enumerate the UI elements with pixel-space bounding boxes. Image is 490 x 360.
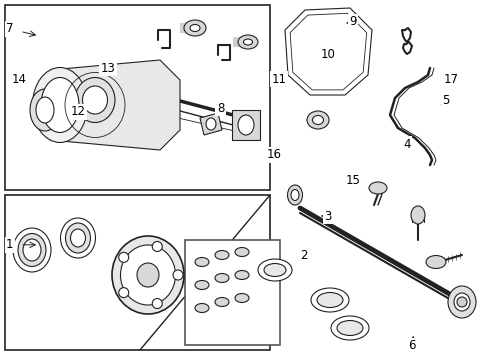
Ellipse shape xyxy=(426,256,446,269)
Polygon shape xyxy=(285,8,372,95)
Ellipse shape xyxy=(66,223,91,253)
Text: 10: 10 xyxy=(321,48,336,60)
Text: 14: 14 xyxy=(12,73,27,86)
Polygon shape xyxy=(50,60,180,150)
Ellipse shape xyxy=(288,185,302,205)
Text: 2: 2 xyxy=(300,249,308,262)
Ellipse shape xyxy=(190,24,200,31)
Ellipse shape xyxy=(264,264,286,276)
Text: 3: 3 xyxy=(324,210,332,222)
Text: 11: 11 xyxy=(272,73,287,86)
Text: 16: 16 xyxy=(267,148,282,161)
Ellipse shape xyxy=(32,68,88,143)
Ellipse shape xyxy=(235,270,249,279)
Ellipse shape xyxy=(60,218,96,258)
Text: 12: 12 xyxy=(71,105,86,118)
Circle shape xyxy=(152,242,162,252)
Text: 5: 5 xyxy=(442,94,450,107)
Bar xyxy=(5,195,270,350)
Ellipse shape xyxy=(195,257,209,266)
Ellipse shape xyxy=(411,206,425,224)
Ellipse shape xyxy=(215,297,229,306)
Ellipse shape xyxy=(137,263,159,287)
Ellipse shape xyxy=(195,280,209,289)
Ellipse shape xyxy=(71,229,85,247)
Text: 7: 7 xyxy=(6,22,14,35)
Text: 8: 8 xyxy=(217,102,224,114)
Ellipse shape xyxy=(235,293,249,302)
Text: 6: 6 xyxy=(408,339,416,352)
Ellipse shape xyxy=(184,20,206,36)
Bar xyxy=(232,110,260,140)
Text: 13: 13 xyxy=(100,62,115,75)
Ellipse shape xyxy=(337,320,363,336)
Text: 17: 17 xyxy=(443,73,458,86)
Ellipse shape xyxy=(30,89,60,131)
Ellipse shape xyxy=(313,116,323,125)
Polygon shape xyxy=(200,113,222,135)
Ellipse shape xyxy=(206,118,216,130)
Ellipse shape xyxy=(311,288,349,312)
Ellipse shape xyxy=(258,259,292,281)
Ellipse shape xyxy=(112,236,184,314)
Ellipse shape xyxy=(235,248,249,256)
Circle shape xyxy=(152,298,162,309)
Circle shape xyxy=(119,252,129,262)
Ellipse shape xyxy=(41,77,79,132)
Text: 15: 15 xyxy=(345,174,360,186)
Ellipse shape xyxy=(215,251,229,260)
Ellipse shape xyxy=(75,77,115,122)
Ellipse shape xyxy=(448,286,476,318)
Ellipse shape xyxy=(238,35,258,49)
Bar xyxy=(185,240,280,345)
Text: 1: 1 xyxy=(6,238,14,251)
Ellipse shape xyxy=(215,274,229,283)
Text: 4: 4 xyxy=(403,138,411,150)
Ellipse shape xyxy=(291,189,299,201)
Ellipse shape xyxy=(18,234,46,266)
Ellipse shape xyxy=(238,115,254,135)
Ellipse shape xyxy=(195,303,209,312)
Ellipse shape xyxy=(82,86,107,114)
Ellipse shape xyxy=(244,39,252,45)
Text: 9: 9 xyxy=(349,15,357,28)
Ellipse shape xyxy=(307,111,329,129)
Ellipse shape xyxy=(13,228,51,272)
Circle shape xyxy=(173,270,183,280)
Bar xyxy=(5,5,270,190)
Ellipse shape xyxy=(23,239,41,261)
Ellipse shape xyxy=(454,293,470,311)
Ellipse shape xyxy=(121,245,175,305)
Circle shape xyxy=(457,297,467,307)
Ellipse shape xyxy=(331,316,369,340)
Ellipse shape xyxy=(317,292,343,307)
Circle shape xyxy=(119,288,129,298)
Ellipse shape xyxy=(36,97,54,123)
Ellipse shape xyxy=(369,182,387,194)
